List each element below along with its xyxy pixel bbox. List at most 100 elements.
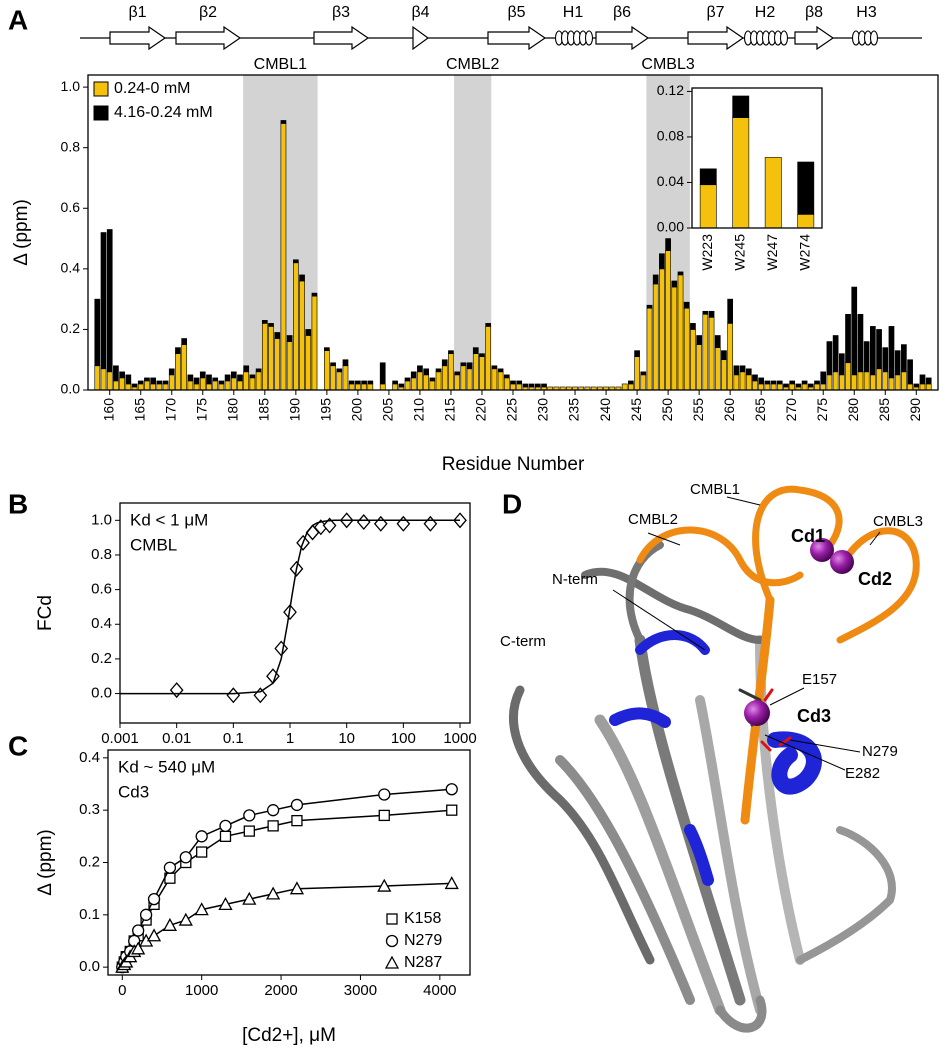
x-tick-label: 170: [162, 398, 178, 422]
point: [178, 912, 193, 926]
point: [373, 515, 388, 532]
point: [377, 878, 392, 892]
bar-segment: [696, 344, 702, 391]
beta-strand: [175, 25, 242, 51]
bar-segment: [634, 350, 640, 357]
structure-label: β2: [199, 4, 217, 21]
y-tick-label: 0.0: [79, 958, 100, 975]
bar-segment: [168, 374, 175, 391]
bar-segment: [845, 313, 851, 364]
structure-label: β7: [706, 4, 724, 21]
x-tick-label: 250: [659, 398, 675, 422]
y-tick-label: 0.6: [61, 199, 81, 215]
y-tick-label: 0.04: [657, 173, 684, 189]
bar-segment: [699, 168, 717, 186]
bar-segment: [261, 323, 268, 391]
structure-label: β4: [411, 4, 429, 21]
bar-segment: [429, 377, 436, 382]
x-tick-label: 100: [391, 730, 416, 747]
bar-segment: [150, 377, 156, 385]
bar-segment: [640, 374, 647, 391]
bar-segment: [435, 371, 442, 391]
y-tick-label: 0.2: [79, 853, 100, 870]
structure-label: β1: [128, 4, 146, 21]
point: [218, 897, 233, 911]
bar-segment: [634, 356, 640, 391]
x-tick-label: W245: [731, 234, 747, 271]
structure-label: β6: [613, 4, 631, 21]
bar-segment: [652, 283, 659, 391]
x-tick-label: 280: [845, 398, 861, 422]
bar-segment: [460, 365, 467, 391]
plot-frame: [87, 74, 939, 391]
bar-segment: [696, 335, 702, 345]
bar-segment: [379, 362, 386, 385]
bar-segment: [628, 383, 634, 391]
y-axis-title: Δ (ppm): [11, 199, 32, 266]
bar-segment: [218, 380, 225, 385]
bar-segment: [237, 374, 243, 382]
bar-segment: [274, 332, 281, 339]
x-tick-label: 200: [349, 398, 365, 422]
bar-segment: [665, 238, 671, 251]
x-tick-label: 0: [118, 982, 126, 999]
bar-segment: [361, 383, 367, 391]
x-tick-label: 190: [287, 398, 303, 422]
structure-label: β3: [332, 4, 350, 21]
x-tick-label: 175: [193, 398, 209, 422]
bar-segment: [100, 368, 107, 391]
bar-segment: [907, 383, 913, 391]
bar-segment: [851, 286, 858, 376]
point: [290, 798, 304, 812]
bar-segment: [472, 347, 479, 354]
bar-segment: [699, 184, 717, 229]
bar-segment: [745, 368, 752, 376]
x-tick-label: 0.001: [101, 730, 139, 747]
bar-segment: [125, 383, 132, 391]
point: [132, 924, 145, 937]
x-tick-label: 0.1: [223, 730, 244, 747]
x-tick-label: 220: [473, 398, 489, 422]
x-tick-label: 240: [597, 398, 613, 422]
bar-segment: [342, 359, 349, 367]
legend-label: N287: [404, 954, 442, 971]
bar-segment: [243, 371, 250, 391]
panel-letter: A: [8, 4, 28, 35]
bar-segment: [113, 380, 119, 391]
bar-segment: [913, 383, 920, 388]
bar-segment: [733, 365, 740, 376]
bar-segment: [708, 317, 715, 391]
bar-segment: [466, 368, 473, 391]
bar-segment: [299, 280, 305, 391]
bar-segment: [876, 368, 882, 391]
bar-segment: [795, 383, 802, 388]
bar-segment: [659, 268, 665, 391]
beta-strand: [595, 25, 650, 51]
point: [289, 881, 305, 895]
y-tick-label: 0.1: [79, 906, 100, 923]
beta-strand: [412, 25, 430, 51]
bar-segment: [274, 338, 281, 391]
bar-segment: [739, 371, 746, 391]
bar-segment: [224, 380, 231, 391]
bar-segment: [336, 371, 343, 391]
bar-segment: [336, 368, 343, 373]
bar-segment: [770, 380, 777, 385]
bar-segment: [429, 380, 436, 391]
legend-swatch: [93, 105, 109, 121]
bar-segment: [919, 383, 926, 391]
x-axis-title: [Cd2+], μM: [242, 1025, 336, 1046]
bar-segment: [410, 377, 417, 391]
bar-segment: [293, 259, 299, 264]
bar-segment: [814, 383, 820, 391]
bar-segment: [119, 377, 125, 391]
legend-label: N279: [404, 932, 442, 949]
bar-segment: [404, 380, 411, 391]
bar-segment: [448, 350, 454, 354]
bar-segment: [367, 380, 374, 385]
bar-segment: [255, 368, 262, 373]
point: [139, 908, 153, 921]
bar-segment: [181, 344, 188, 391]
bar-segment: [193, 383, 200, 391]
bar-segment: [907, 359, 913, 385]
